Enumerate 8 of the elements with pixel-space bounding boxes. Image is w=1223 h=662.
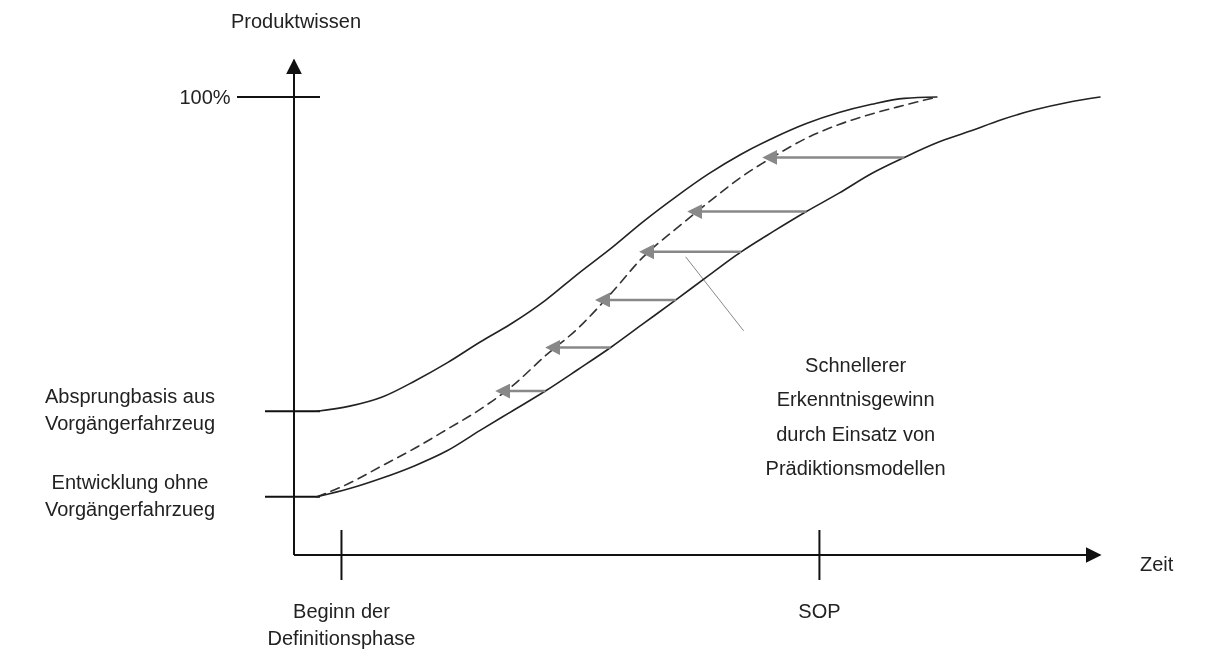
y-axis-title: Produktwissen	[230, 10, 362, 32]
text: Beginn der Definitionsphase	[267, 600, 416, 649]
text: Absprungbasis aus Vorgängerfahrzeug	[44, 385, 216, 435]
annotation: Schnellerer Erkenntnisgewinn durch Einsatz von Prädiktionsmodellen	[765, 353, 946, 480]
text: SOP	[798, 600, 841, 622]
text: Entwicklung ohne Vorgängerfahrzueg	[44, 470, 216, 520]
x-axis-title: Zeit	[1140, 553, 1174, 575]
text: 100%	[179, 86, 231, 108]
